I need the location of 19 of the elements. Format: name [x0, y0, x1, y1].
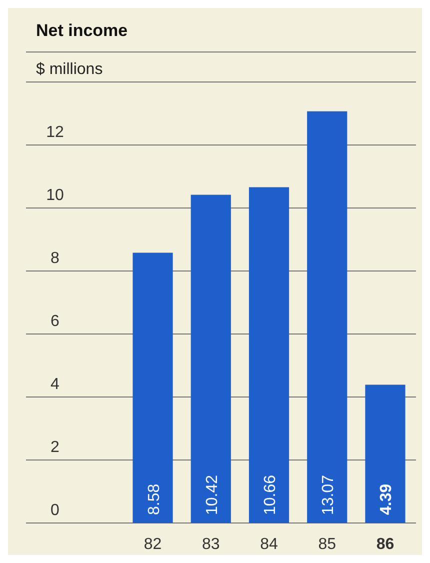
- data-label: 10.66: [262, 474, 279, 515]
- y-tick-label: 10: [46, 187, 64, 204]
- y-axis-title: $ millions: [36, 61, 103, 78]
- x-tick-label: 84: [260, 536, 278, 553]
- y-tick-label: 6: [50, 313, 60, 330]
- y-tick-label: 0: [50, 502, 60, 519]
- data-label: 4.39: [378, 484, 396, 515]
- x-tick-label: 86: [376, 536, 394, 553]
- data-label: 10.42: [204, 474, 221, 515]
- data-label: 13.07: [320, 474, 338, 515]
- x-tick-label: 85: [318, 536, 336, 553]
- x-tick-label: 83: [202, 536, 220, 553]
- y-tick-label: 2: [50, 439, 60, 456]
- chart-title: Net income: [36, 21, 128, 40]
- x-tick-label: 82: [144, 536, 162, 553]
- y-tick-label: 12: [46, 124, 64, 141]
- data-label: 8.58: [146, 484, 163, 515]
- y-tick-label: 4: [50, 376, 60, 393]
- y-tick-label: 8: [50, 250, 60, 267]
